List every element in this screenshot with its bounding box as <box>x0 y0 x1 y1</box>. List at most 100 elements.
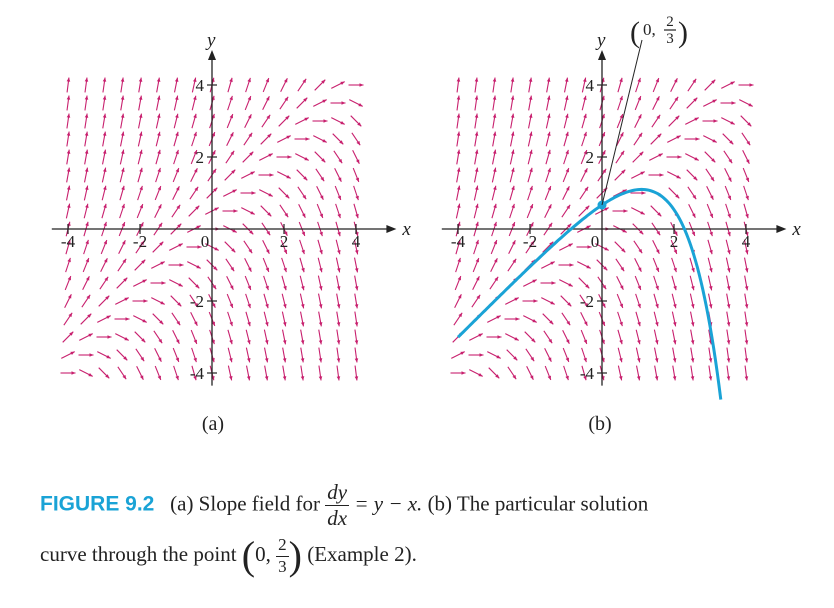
slope-arrowhead <box>355 213 359 219</box>
slope-arrowhead <box>690 322 695 327</box>
slope-arrowhead <box>474 95 479 100</box>
slope-arrowhead <box>268 153 273 158</box>
slope-arrowhead <box>179 263 184 267</box>
slope-arrowhead <box>157 204 162 209</box>
slope-arrowhead <box>177 223 182 228</box>
slope-arrowhead <box>158 338 163 344</box>
slope-arrowhead <box>637 339 641 345</box>
slope-arrowhead <box>512 374 517 380</box>
slope-arrowhead <box>265 321 269 327</box>
slope-arrowhead <box>174 77 179 82</box>
slope-arrowhead <box>548 222 553 228</box>
slope-arrowhead <box>726 322 731 327</box>
slope-arrowhead <box>492 131 497 136</box>
slope-arrowhead <box>284 96 289 102</box>
slope-arrowhead <box>744 304 749 309</box>
slope-arrowhead <box>549 241 554 246</box>
point-label-denominator: 3 <box>666 31 674 47</box>
slope-arrowhead <box>583 339 587 344</box>
slope-arrowhead <box>249 230 254 235</box>
slope-arrowhead <box>528 113 533 118</box>
slope-arrowhead <box>355 177 359 182</box>
slope-arrowhead <box>546 77 551 82</box>
slope-arrowhead <box>493 258 498 263</box>
slope-arrowhead <box>229 95 233 101</box>
slope-arrowhead <box>456 185 461 190</box>
slope-arrowhead <box>86 294 91 300</box>
slope-arrowhead <box>319 249 323 255</box>
slope-arrowhead <box>121 185 125 191</box>
slope-arrowhead <box>102 131 107 136</box>
slope-arrowhead <box>655 249 660 254</box>
derivative-fraction: dy dx <box>325 480 350 531</box>
slope-arrowhead <box>248 248 253 254</box>
slope-arrowhead <box>583 150 587 155</box>
slope-arrowhead <box>337 268 341 273</box>
slope-arrowhead <box>322 99 327 104</box>
slope-arrowhead <box>107 335 112 339</box>
y-axis-name: y <box>205 30 216 51</box>
y-axis-arrow-icon <box>598 50 606 60</box>
slope-arrowhead <box>283 249 287 254</box>
slope-arrowhead <box>300 340 305 345</box>
point-label-open-paren: ( <box>630 16 640 49</box>
slope-arrowhead <box>494 276 499 282</box>
slope-arrowhead <box>638 132 643 138</box>
slope-arrowhead <box>493 185 497 191</box>
slope-arrowhead <box>354 322 359 327</box>
slope-arrowhead <box>247 267 252 272</box>
slope-arrowhead <box>232 189 237 194</box>
slope-arrowhead <box>67 203 71 208</box>
slope-arrowhead <box>230 266 235 272</box>
slope-arrowhead <box>282 376 287 381</box>
slope-arrowhead <box>729 140 734 145</box>
slope-arrowhead <box>267 133 272 138</box>
slope-arrowhead <box>140 240 145 246</box>
slope-arrowhead <box>622 228 627 233</box>
slope-arrowhead <box>247 339 251 345</box>
slope-arrowhead <box>745 195 749 201</box>
slope-arrowhead <box>478 372 483 377</box>
slope-arrowhead <box>229 114 233 119</box>
slope-arrowhead <box>66 77 71 82</box>
slope-arrowhead <box>156 77 161 82</box>
slope-arrowhead <box>713 119 718 123</box>
slope-arrowhead <box>548 338 553 344</box>
slope-arrowhead <box>339 140 344 145</box>
slope-arrowhead <box>619 321 623 327</box>
slope-arrowhead <box>301 249 305 255</box>
slope-arrowhead <box>731 101 736 105</box>
slope-arrowhead <box>546 95 551 100</box>
slope-arrowhead <box>515 317 520 321</box>
slope-arrowhead <box>746 140 751 146</box>
slope-arrowhead <box>194 302 199 308</box>
slope-arrowhead <box>727 177 732 182</box>
slope-arrowhead <box>102 95 107 100</box>
slope-arrowhead <box>549 320 554 325</box>
slope-arrowhead <box>283 78 288 83</box>
slope-arrowhead <box>303 97 308 102</box>
slope-arrowhead <box>673 303 677 309</box>
slope-arrowhead <box>337 195 341 200</box>
slope-arrowhead <box>530 240 535 246</box>
slope-arrowhead <box>305 137 310 141</box>
slope-arrowhead <box>193 339 197 344</box>
slope-arrowhead <box>176 320 181 326</box>
slope-arrowhead <box>336 358 341 363</box>
slope-arrowhead <box>157 167 161 173</box>
slope-arrowhead <box>246 376 251 381</box>
slope-arrowhead <box>122 374 127 380</box>
slope-arrowhead <box>87 313 92 318</box>
point-label-x: 0, <box>643 20 656 39</box>
x-tick-label: 4 <box>352 232 361 251</box>
slope-arrowhead <box>85 239 89 245</box>
slope-arrowhead <box>712 99 717 104</box>
slope-arrowhead <box>496 315 501 320</box>
slope-arrowhead <box>673 249 677 254</box>
slope-arrowhead <box>157 113 161 118</box>
slope-arrowhead <box>123 356 128 361</box>
slope-arrowhead <box>193 357 197 363</box>
slope-arrowhead <box>84 149 89 154</box>
slope-arrowhead <box>727 268 731 273</box>
slope-arrowhead <box>320 176 325 182</box>
